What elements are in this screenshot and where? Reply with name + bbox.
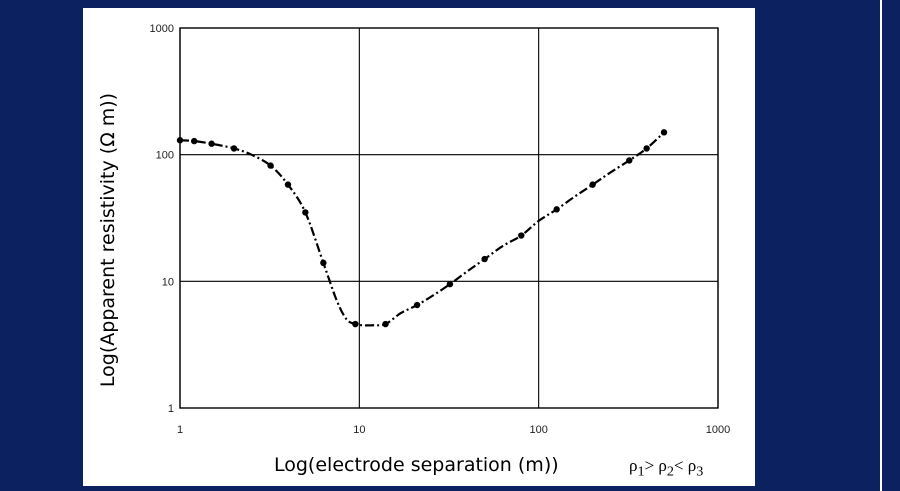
- data-point: [553, 206, 560, 213]
- data-point: [302, 209, 309, 216]
- data-point: [626, 157, 633, 164]
- grid: [179, 27, 719, 409]
- data-point: [284, 181, 292, 188]
- slide-edge-line: [880, 0, 882, 491]
- y-tick-label: 1: [168, 403, 174, 415]
- data-point: [643, 145, 650, 152]
- data-point: [320, 259, 327, 267]
- data-point: [518, 232, 525, 239]
- y-tick-label: 100: [156, 150, 174, 162]
- y-axis-label: Log(Apparent resistivity (Ω m)): [97, 92, 119, 388]
- chart-panel: [83, 8, 755, 486]
- data-point: [230, 145, 238, 152]
- y-tick-labels: 1 10 100 1000: [150, 23, 174, 415]
- resistivity-relation: ρ1> ρ2< ρ3: [629, 456, 704, 480]
- curve-markers: [176, 129, 668, 328]
- x-tick-label: 10: [353, 424, 365, 436]
- plot-frame: [179, 27, 719, 409]
- data-point: [190, 137, 198, 145]
- data-point: [267, 162, 274, 169]
- x-tick-label: 1000: [706, 424, 730, 436]
- x-tick-label: 1: [177, 424, 183, 436]
- data-point: [352, 320, 359, 328]
- data-point: [660, 129, 668, 136]
- x-tick-labels: 1 10 100 1000: [177, 424, 730, 436]
- data-point: [176, 137, 184, 144]
- resistivity-curve: [179, 131, 665, 327]
- x-axis-label: Log(electrode separation (m)): [270, 452, 563, 478]
- data-point: [446, 280, 454, 288]
- data-point: [589, 181, 596, 188]
- data-point: [382, 320, 389, 328]
- y-tick-label: 10: [162, 276, 174, 288]
- data-point: [481, 255, 488, 263]
- x-tick-label: 100: [529, 424, 547, 436]
- y-tick-label: 1000: [150, 23, 174, 35]
- data-point: [208, 140, 215, 147]
- data-point: [413, 301, 421, 309]
